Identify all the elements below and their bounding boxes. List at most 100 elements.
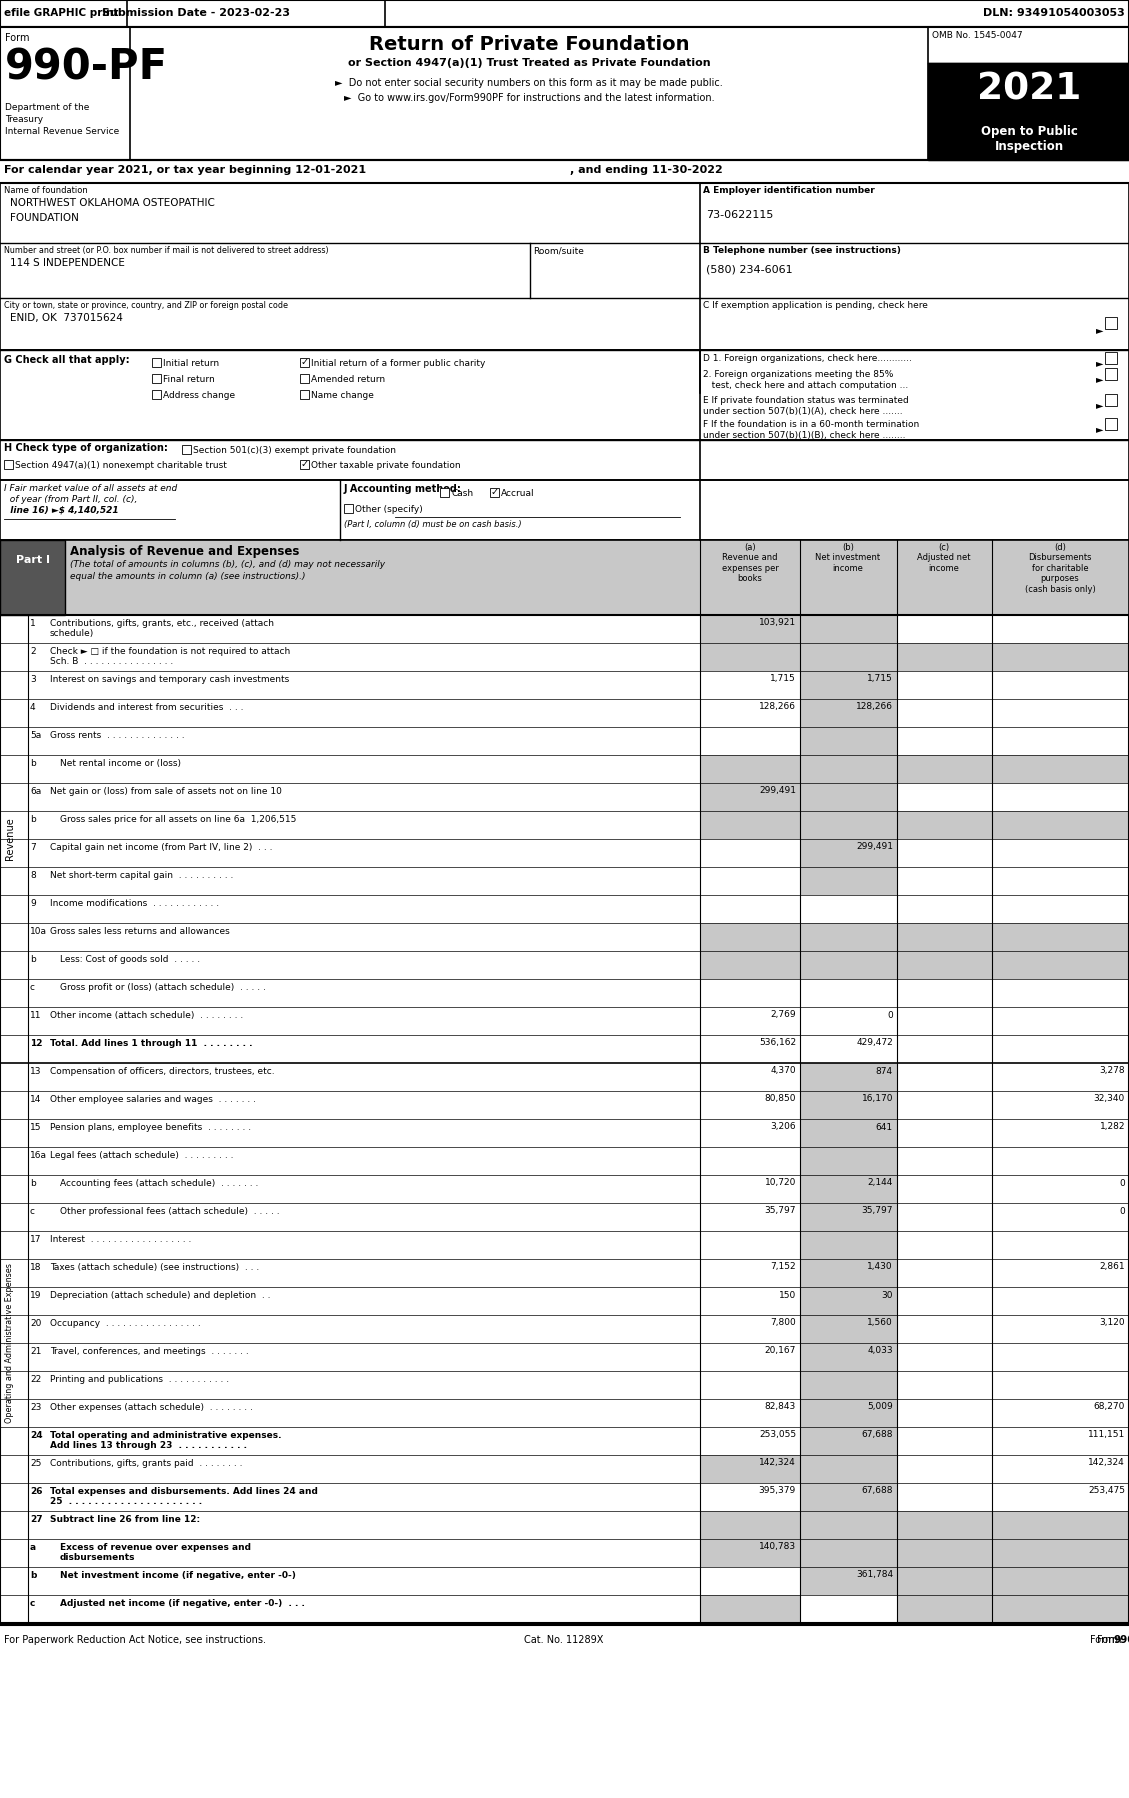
Text: City or town, state or province, country, and ZIP or foreign postal code: City or town, state or province, country…	[5, 300, 288, 309]
Text: c: c	[30, 984, 35, 992]
Bar	[1105, 352, 1117, 363]
Text: For Paperwork Reduction Act Notice, see instructions.: For Paperwork Reduction Act Notice, see …	[5, 1634, 266, 1645]
Bar	[800, 1343, 898, 1372]
Text: 1,282: 1,282	[1100, 1122, 1124, 1131]
Text: 10a: 10a	[30, 928, 47, 937]
Text: c: c	[30, 1206, 35, 1215]
Text: 16,170: 16,170	[861, 1095, 893, 1104]
Text: (a)
Revenue and
expenses per
books: (a) Revenue and expenses per books	[721, 543, 778, 583]
Text: 4,033: 4,033	[867, 1347, 893, 1356]
Text: 19: 19	[30, 1291, 42, 1300]
Text: (c)
Adjusted net
income: (c) Adjusted net income	[917, 543, 971, 574]
Text: Cat. No. 11289X: Cat. No. 11289X	[524, 1634, 604, 1645]
Text: 67,688: 67,688	[861, 1487, 893, 1496]
Text: (d)
Disbursements
for charitable
purposes
(cash basis only): (d) Disbursements for charitable purpose…	[1025, 543, 1095, 593]
Text: equal the amounts in column (a) (see instructions).): equal the amounts in column (a) (see ins…	[70, 572, 306, 581]
Text: 874: 874	[876, 1066, 893, 1075]
Text: 253,475: 253,475	[1088, 1487, 1124, 1496]
Bar	[700, 1455, 800, 1483]
Text: 32,340: 32,340	[1094, 1095, 1124, 1104]
Text: 16a: 16a	[30, 1151, 47, 1160]
Text: Operating and Administrative Expenses: Operating and Administrative Expenses	[6, 1262, 15, 1422]
Text: Department of the: Department of the	[5, 102, 89, 111]
Text: Room/suite: Room/suite	[533, 246, 584, 255]
Text: Open to Public
Inspection: Open to Public Inspection	[981, 126, 1077, 153]
Text: 18: 18	[30, 1262, 42, 1271]
Text: disbursements: disbursements	[60, 1553, 135, 1562]
Text: 3: 3	[30, 674, 36, 683]
Text: 26: 26	[30, 1487, 43, 1496]
Text: 2021: 2021	[977, 72, 1082, 108]
Text: 253,055: 253,055	[759, 1431, 796, 1440]
Bar	[898, 755, 992, 782]
Text: Other employee salaries and wages  . . . . . . .: Other employee salaries and wages . . . …	[50, 1095, 256, 1104]
Text: Submission Date - 2023-02-23: Submission Date - 2023-02-23	[102, 7, 290, 18]
Text: Taxes (attach schedule) (see instructions)  . . .: Taxes (attach schedule) (see instruction…	[50, 1262, 260, 1271]
Text: Other taxable private foundation: Other taxable private foundation	[310, 460, 461, 469]
Bar	[800, 1091, 898, 1118]
Bar	[898, 951, 992, 978]
Text: 3,120: 3,120	[1100, 1318, 1124, 1327]
Text: Treasury: Treasury	[5, 115, 43, 124]
Text: 140,783: 140,783	[759, 1543, 796, 1552]
Text: Total expenses and disbursements. Add lines 24 and: Total expenses and disbursements. Add li…	[50, 1487, 318, 1496]
Text: 9: 9	[30, 899, 36, 908]
Text: Analysis of Revenue and Expenses: Analysis of Revenue and Expenses	[70, 545, 299, 557]
Text: efile GRAPHIC print: efile GRAPHIC print	[5, 7, 119, 18]
Text: 22: 22	[30, 1375, 42, 1384]
Text: Less: Cost of goods sold  . . . . .: Less: Cost of goods sold . . . . .	[60, 955, 200, 964]
Text: 25  . . . . . . . . . . . . . . . . . . . . .: 25 . . . . . . . . . . . . . . . . . . .…	[50, 1498, 202, 1507]
Bar	[800, 1428, 898, 1455]
Bar	[800, 1176, 898, 1203]
Text: 7: 7	[30, 843, 36, 852]
Bar	[5, 460, 14, 469]
Text: Compensation of officers, directors, trustees, etc.: Compensation of officers, directors, tru…	[50, 1066, 274, 1075]
Text: (b)
Net investment
income: (b) Net investment income	[815, 543, 881, 574]
Text: Section 501(c)(3) exempt private foundation: Section 501(c)(3) exempt private foundat…	[193, 446, 396, 455]
Text: DLN: 93491054003053: DLN: 93491054003053	[983, 7, 1124, 18]
Text: 20: 20	[30, 1320, 42, 1329]
Bar	[700, 951, 800, 978]
Text: 6a: 6a	[30, 788, 42, 797]
Text: 2,144: 2,144	[867, 1178, 893, 1187]
Bar	[0, 27, 1129, 160]
Text: Depreciation (attach schedule) and depletion  . .: Depreciation (attach schedule) and deple…	[50, 1291, 271, 1300]
Text: (Part I, column (d) must be on cash basis.): (Part I, column (d) must be on cash basi…	[344, 520, 522, 529]
Text: OMB No. 1545-0047: OMB No. 1545-0047	[933, 31, 1023, 40]
Bar	[800, 644, 898, 671]
Text: b: b	[30, 759, 36, 768]
Text: 2: 2	[30, 647, 36, 656]
Text: 111,151: 111,151	[1087, 1431, 1124, 1440]
Bar	[992, 644, 1129, 671]
Text: Pension plans, employee benefits  . . . . . . . .: Pension plans, employee benefits . . . .…	[50, 1124, 251, 1133]
Text: 80,850: 80,850	[764, 1095, 796, 1104]
Bar	[800, 1510, 898, 1539]
Text: 0: 0	[887, 1010, 893, 1019]
Bar	[0, 615, 1129, 1624]
Text: 20,167: 20,167	[764, 1347, 796, 1356]
Text: 3,278: 3,278	[1100, 1066, 1124, 1075]
Text: Form: Form	[1089, 1634, 1118, 1645]
Text: G Check all that apply:: G Check all that apply:	[5, 354, 130, 365]
Text: Check ► □ if the foundation is not required to attach: Check ► □ if the foundation is not requi…	[50, 647, 290, 656]
Bar	[182, 444, 191, 455]
Text: Legal fees (attach schedule)  . . . . . . . . .: Legal fees (attach schedule) . . . . . .…	[50, 1151, 234, 1160]
Text: D 1. Foreign organizations, check here............: D 1. Foreign organizations, check here..…	[703, 354, 912, 363]
Text: 1: 1	[30, 619, 36, 628]
Bar	[992, 951, 1129, 978]
Text: ►: ►	[1096, 399, 1103, 410]
Text: Initial return of a former public charity: Initial return of a former public charit…	[310, 360, 485, 369]
Text: Initial return: Initial return	[163, 360, 219, 369]
Text: 67,688: 67,688	[861, 1431, 893, 1440]
Text: 142,324: 142,324	[759, 1458, 796, 1467]
Text: 1,715: 1,715	[770, 674, 796, 683]
Text: 5,009: 5,009	[867, 1402, 893, 1411]
Text: 128,266: 128,266	[856, 703, 893, 712]
Bar	[700, 644, 800, 671]
Text: Dividends and interest from securities  . . .: Dividends and interest from securities .…	[50, 703, 244, 712]
Text: For calendar year 2021, or tax year beginning 12-01-2021: For calendar year 2021, or tax year begi…	[5, 165, 366, 174]
Text: 30: 30	[882, 1291, 893, 1300]
Bar	[700, 755, 800, 782]
Text: 641: 641	[876, 1122, 893, 1131]
Text: FOUNDATION: FOUNDATION	[10, 212, 79, 223]
